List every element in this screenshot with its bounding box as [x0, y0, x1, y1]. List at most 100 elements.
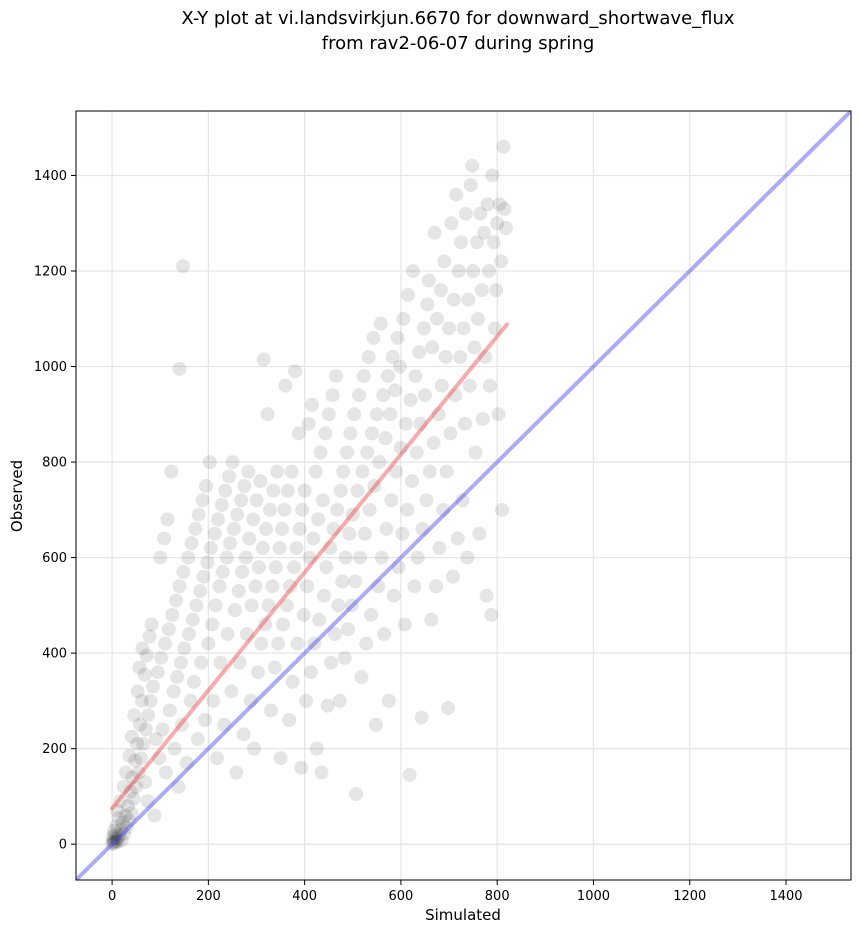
data-point — [475, 412, 490, 427]
y-tick-label: 200 — [42, 742, 67, 757]
data-point — [337, 650, 352, 665]
data-point — [123, 784, 138, 799]
data-point — [106, 832, 121, 847]
data-point — [229, 765, 244, 780]
data-point — [315, 493, 330, 508]
data-point — [283, 579, 298, 594]
data-point — [467, 340, 482, 355]
data-point — [110, 834, 125, 849]
data-point — [126, 791, 141, 806]
x-tick-label: 600 — [389, 889, 414, 904]
data-point — [164, 464, 179, 479]
data-point — [374, 550, 389, 565]
data-point — [181, 550, 196, 565]
data-point — [376, 388, 391, 403]
data-point — [359, 636, 374, 651]
data-point — [338, 550, 353, 565]
data-point — [446, 292, 461, 307]
data-point — [353, 550, 368, 565]
data-point — [479, 588, 494, 603]
data-point — [131, 765, 146, 780]
data-point — [306, 531, 321, 546]
data-point — [272, 541, 287, 556]
data-point — [186, 674, 201, 689]
data-point — [458, 206, 473, 221]
data-point — [377, 627, 392, 642]
data-point — [303, 665, 318, 680]
data-point — [218, 483, 233, 498]
data-point — [202, 455, 217, 470]
data-point — [150, 665, 165, 680]
data-point — [285, 674, 300, 689]
data-point — [296, 607, 311, 622]
data-point — [213, 655, 228, 670]
data-point — [129, 779, 144, 794]
data-point — [193, 584, 208, 599]
data-point — [244, 598, 259, 613]
data-point — [381, 693, 396, 708]
data-point — [207, 526, 222, 541]
data-point — [433, 283, 448, 298]
data-point — [212, 579, 227, 594]
data-point — [117, 826, 132, 841]
data-point — [130, 684, 145, 699]
data-point — [119, 820, 134, 835]
data-point — [254, 636, 269, 651]
data-point — [108, 834, 123, 849]
data-point — [299, 693, 314, 708]
data-point — [130, 736, 145, 751]
x-tick-label: 1000 — [577, 889, 610, 904]
data-point — [113, 822, 128, 837]
data-point — [120, 798, 135, 813]
data-point — [111, 810, 126, 825]
data-point — [253, 474, 268, 489]
data-point — [347, 407, 362, 422]
data-point — [395, 526, 410, 541]
data-point — [442, 321, 457, 336]
data-point — [461, 292, 476, 307]
data-point — [497, 201, 512, 216]
data-point — [235, 564, 250, 579]
data-point — [183, 693, 198, 708]
data-point — [450, 531, 465, 546]
data-point — [139, 648, 154, 663]
data-point — [384, 493, 399, 508]
data-point — [135, 641, 150, 656]
data-point — [396, 311, 411, 326]
data-point — [386, 588, 401, 603]
data-point — [437, 254, 452, 269]
data-point — [454, 235, 469, 250]
data-point — [140, 794, 155, 809]
data-point — [378, 431, 393, 446]
x-tick-label: 200 — [196, 889, 221, 904]
data-point — [147, 808, 162, 823]
data-point — [352, 388, 367, 403]
data-point — [134, 693, 149, 708]
data-point — [316, 588, 331, 603]
data-point — [426, 435, 441, 450]
data-point — [477, 225, 492, 240]
data-point — [160, 512, 175, 527]
data-point — [267, 660, 282, 675]
data-point — [119, 765, 134, 780]
y-tick-label: 400 — [42, 647, 67, 662]
data-point — [107, 827, 122, 842]
data-point — [273, 751, 288, 766]
data-point — [498, 221, 513, 236]
data-point — [330, 502, 345, 517]
data-point — [304, 397, 319, 412]
data-point — [291, 426, 306, 441]
data-point — [404, 474, 419, 489]
data-point — [425, 340, 440, 355]
data-point — [445, 569, 460, 584]
data-point — [324, 655, 339, 670]
data-point — [239, 627, 254, 642]
data-point — [146, 679, 161, 694]
data-point — [348, 574, 363, 589]
y-tick-label: 800 — [42, 456, 67, 471]
data-point — [431, 407, 446, 422]
data-point — [224, 684, 239, 699]
data-point — [457, 416, 472, 431]
data-point — [279, 598, 294, 613]
data-point — [472, 526, 487, 541]
